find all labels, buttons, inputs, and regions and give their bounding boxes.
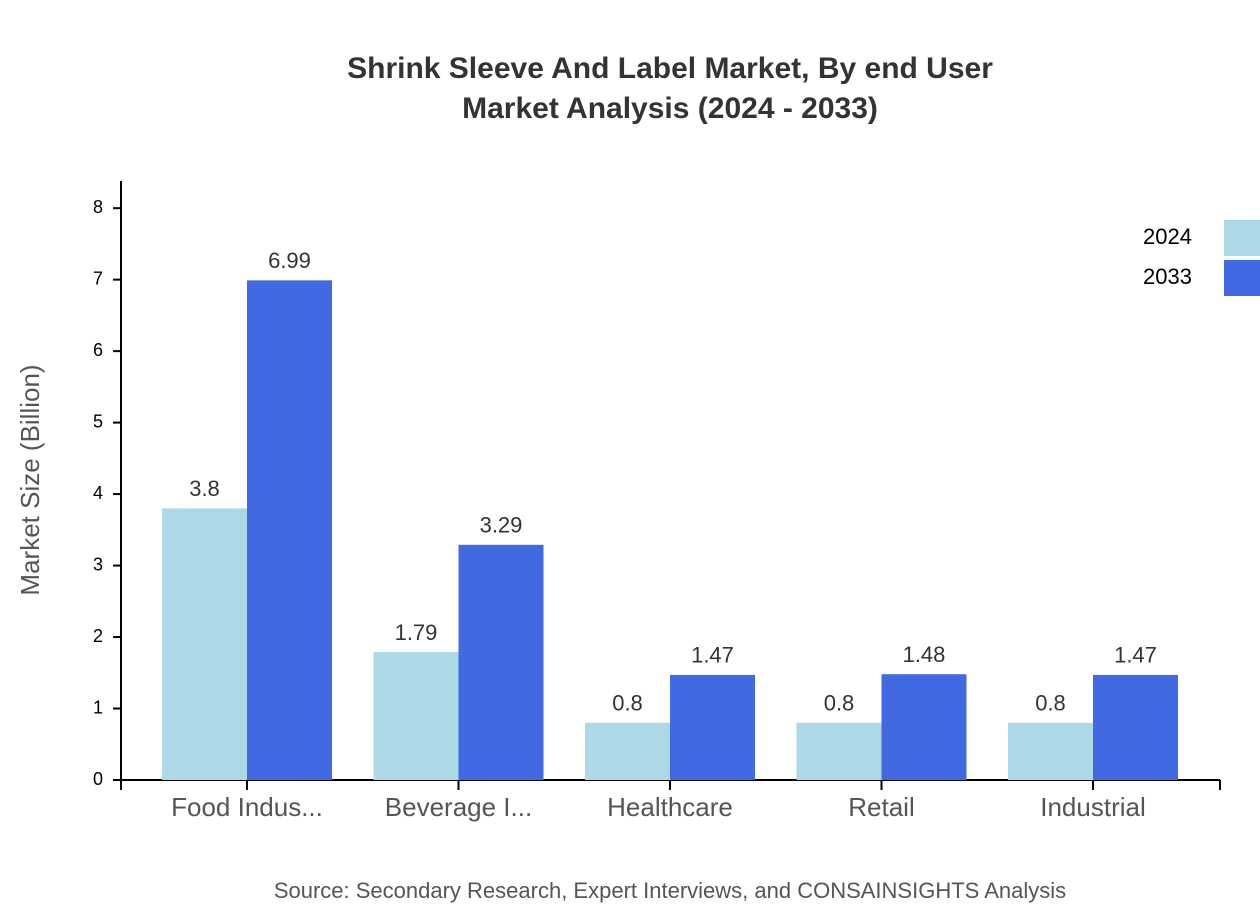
y-tick-label: 4 — [93, 483, 103, 503]
bar — [585, 722, 670, 780]
data-label: 0.8 — [824, 691, 855, 716]
data-label: 1.48 — [903, 642, 946, 667]
data-label: 3.8 — [189, 476, 220, 501]
y-tick-label: 2 — [93, 626, 103, 646]
data-label: 1.47 — [1114, 643, 1157, 668]
x-tick-label: Industrial — [1040, 792, 1146, 822]
data-label: 0.8 — [612, 691, 643, 716]
x-tick-label: Beverage I... — [385, 792, 532, 822]
data-label: 1.79 — [395, 620, 438, 645]
legend-swatch — [1224, 260, 1260, 296]
x-tick-label: Retail — [848, 792, 914, 822]
bar — [796, 722, 882, 780]
bar — [670, 674, 755, 780]
bar — [247, 280, 332, 780]
y-axis-label: Market Size (Billion) — [15, 364, 45, 595]
bar — [458, 544, 544, 780]
bar — [162, 508, 247, 780]
x-tick-label: Healthcare — [607, 792, 733, 822]
chart-title: Shrink Sleeve And Label Market, By end U… — [347, 52, 993, 85]
chart-subtitle: Market Analysis (2024 - 2033) — [462, 92, 878, 125]
data-label: 1.47 — [691, 643, 734, 668]
bar — [1008, 722, 1093, 780]
source-note: Source: Secondary Research, Expert Inter… — [274, 878, 1066, 903]
legend-label: 2033 — [1143, 264, 1192, 289]
y-tick-label: 5 — [93, 411, 103, 431]
bar — [881, 674, 967, 780]
legend-swatch — [1224, 220, 1260, 256]
legend-label: 2024 — [1143, 224, 1192, 249]
data-label: 0.8 — [1035, 691, 1066, 716]
bar — [1093, 674, 1178, 780]
y-tick-label: 6 — [93, 340, 103, 360]
y-tick-label: 3 — [93, 554, 103, 574]
data-label: 6.99 — [268, 248, 311, 273]
y-tick-label: 8 — [93, 197, 103, 217]
x-tick-label: Food Indus... — [171, 792, 323, 822]
y-tick-label: 0 — [93, 769, 103, 789]
y-tick-label: 1 — [93, 697, 103, 717]
data-label: 3.29 — [480, 513, 523, 538]
bar — [373, 652, 459, 780]
y-tick-label: 7 — [93, 268, 103, 288]
